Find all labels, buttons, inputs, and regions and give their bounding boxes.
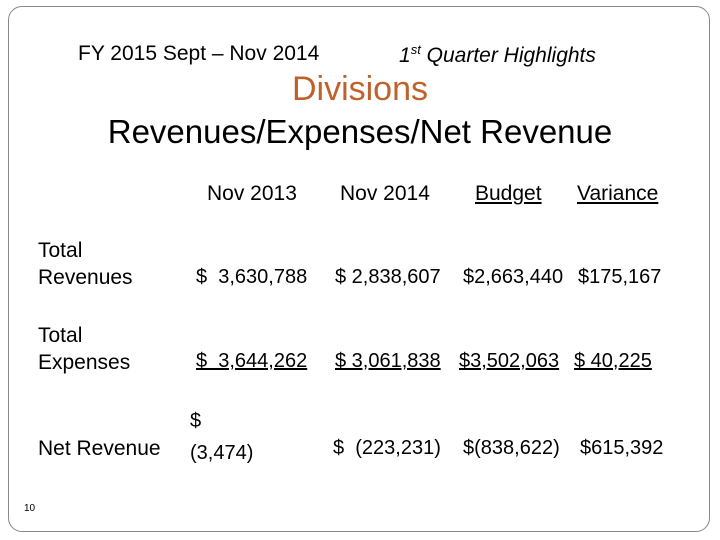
quarter-label: Quarter Highlights xyxy=(420,44,596,67)
header-quarter: 1st Quarter Highlights xyxy=(399,42,596,68)
table-cell: $615,392 xyxy=(580,437,664,459)
quarter-number: 1 xyxy=(399,44,411,67)
title: Divisions xyxy=(291,70,429,108)
header-period: FY 2015 Sept – Nov 2014 xyxy=(78,42,320,65)
quarter-suffix: st xyxy=(410,42,421,57)
slide-frame xyxy=(8,6,710,532)
column-header: Nov 2014 xyxy=(340,182,430,205)
table-cell: $ 40,225 xyxy=(574,350,652,372)
column-header: Variance xyxy=(577,182,659,205)
table-cell: $ 3,630,788 xyxy=(196,266,308,288)
page-number: 10 xyxy=(24,503,36,514)
table-cell: $ 3,061,838 xyxy=(335,350,441,372)
subtitle: Revenues/Expenses/Net Revenue xyxy=(107,113,613,150)
row-label: Total Revenues xyxy=(38,239,133,289)
table-cell: $(838,622) xyxy=(463,437,560,459)
column-header: Nov 2013 xyxy=(207,182,297,205)
row-label: Net Revenue xyxy=(38,437,161,460)
table-cell: $ (223,231) xyxy=(333,437,441,459)
table-cell: $2,663,440 xyxy=(463,266,564,288)
column-header: Budget xyxy=(475,182,542,205)
table-cell: $175,167 xyxy=(578,266,662,288)
table-cell: $ (3,474) xyxy=(190,410,254,464)
table-cell: $ 2,838,607 xyxy=(335,266,441,288)
table-cell: $3,502,063 xyxy=(459,350,560,372)
row-label: Total Expenses xyxy=(38,324,131,374)
table-cell: $ 3,644,262 xyxy=(196,350,308,372)
